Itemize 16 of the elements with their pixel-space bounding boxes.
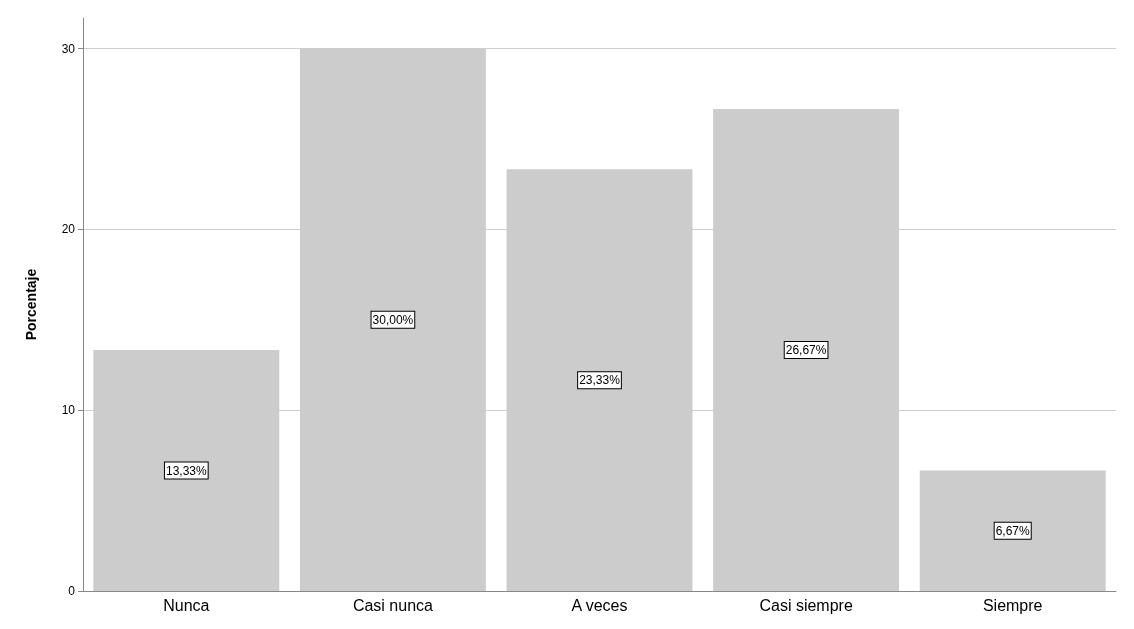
x-tick-label: Casi nunca [352,596,434,614]
data-label: 23,33% [579,373,621,388]
data-label: 6,67% [995,523,1031,538]
y-tick-label: 20 [61,222,76,237]
data-label: 26,67% [785,342,827,357]
data-label: 13,33% [165,463,207,478]
y-tick-label: 10 [61,403,76,418]
x-tick-label: Casi siempre [759,596,853,614]
x-tick-label: Nunca [163,596,210,614]
data-label: 30,00% [372,312,414,327]
y-axis-title: Porcentaje [23,268,39,341]
x-tick-label: A veces [571,596,628,614]
y-tick-label: 0 [68,584,76,598]
bar [919,470,1106,591]
x-tick-label: Siempre [982,596,1043,614]
y-tick-label: 30 [61,41,76,56]
